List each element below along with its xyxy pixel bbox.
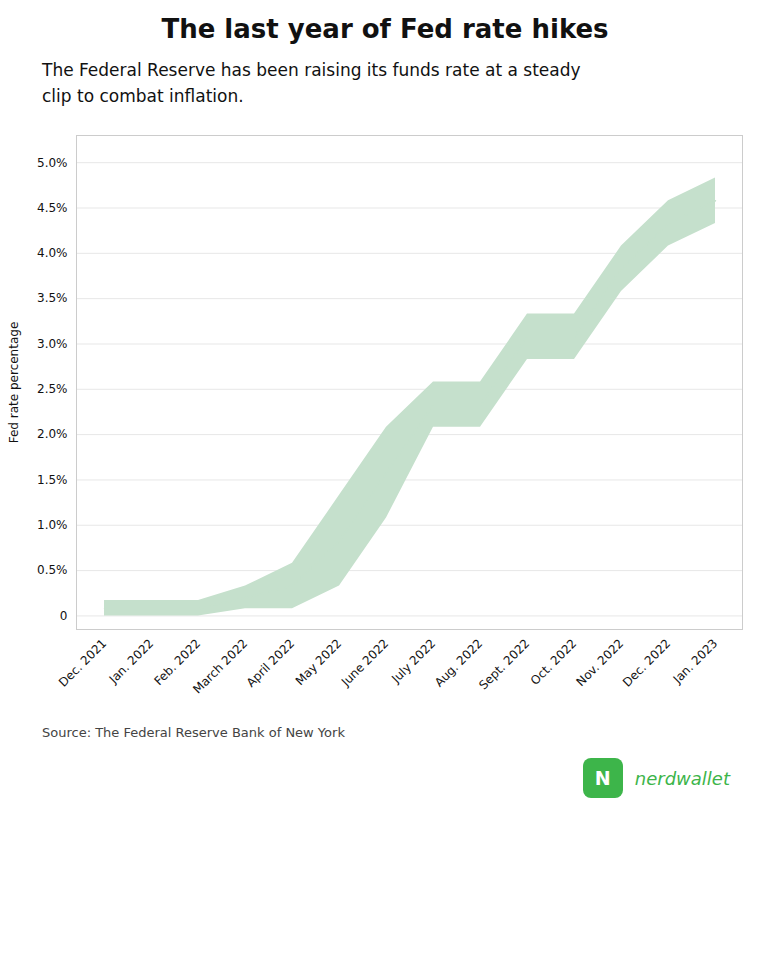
svg-text:4.0%: 4.0%: [37, 246, 68, 260]
svg-text:Jan. 2023: Jan. 2023: [670, 636, 721, 687]
svg-text:0: 0: [60, 609, 68, 623]
html-text:The Federal Reserve has been r: The Federal Reserve has been raising its…: [42, 60, 581, 80]
html-text:clip to combat inflation.: clip to combat inflation.: [42, 85, 244, 106]
svg-text:April 2022: April 2022: [244, 636, 298, 690]
svg-text:March 2022: March 2022: [190, 636, 250, 696]
html-text:nerdwallet: nerdwallet: [634, 767, 730, 789]
svg-text:Dec. 2022: Dec. 2022: [620, 636, 673, 689]
svg-text:4.5%: 4.5%: [37, 201, 68, 215]
html-text:N: N: [594, 767, 611, 789]
html-text:The last year of Fed rate hike: The last year of Fed rate hikes: [161, 14, 609, 44]
svg-text:July 2022: July 2022: [388, 636, 438, 686]
svg-text:5.0%: 5.0%: [37, 156, 68, 170]
svg-text:Feb. 2022: Feb. 2022: [151, 636, 204, 689]
svg-text:Nov. 2022: Nov. 2022: [574, 636, 627, 689]
html-text:Source: The Federal Reserve Ba: Source: The Federal Reserve Bank of New …: [42, 725, 345, 740]
svg-text:2.5%: 2.5%: [37, 382, 68, 396]
svg-text:Jan. 2022: Jan. 2022: [106, 636, 157, 687]
svg-text:3.0%: 3.0%: [37, 337, 68, 351]
svg-text:2.0%: 2.0%: [37, 427, 68, 441]
svg-text:May 2022: May 2022: [293, 636, 345, 688]
svg-text:June 2022: June 2022: [338, 636, 391, 689]
svg-text:Sept. 2022: Sept. 2022: [476, 636, 532, 692]
svg-text:Fed rate percentage: Fed rate percentage: [7, 322, 21, 444]
svg-text:Aug. 2022: Aug. 2022: [431, 636, 486, 690]
svg-text:Dec. 2021: Dec. 2021: [56, 636, 109, 689]
svg-text:Oct. 2022: Oct. 2022: [528, 636, 580, 688]
svg-text:1.0%: 1.0%: [37, 518, 68, 532]
svg-text:0.5%: 0.5%: [37, 563, 68, 577]
svg-text:1.5%: 1.5%: [37, 473, 68, 487]
svg-text:3.5%: 3.5%: [37, 291, 68, 305]
